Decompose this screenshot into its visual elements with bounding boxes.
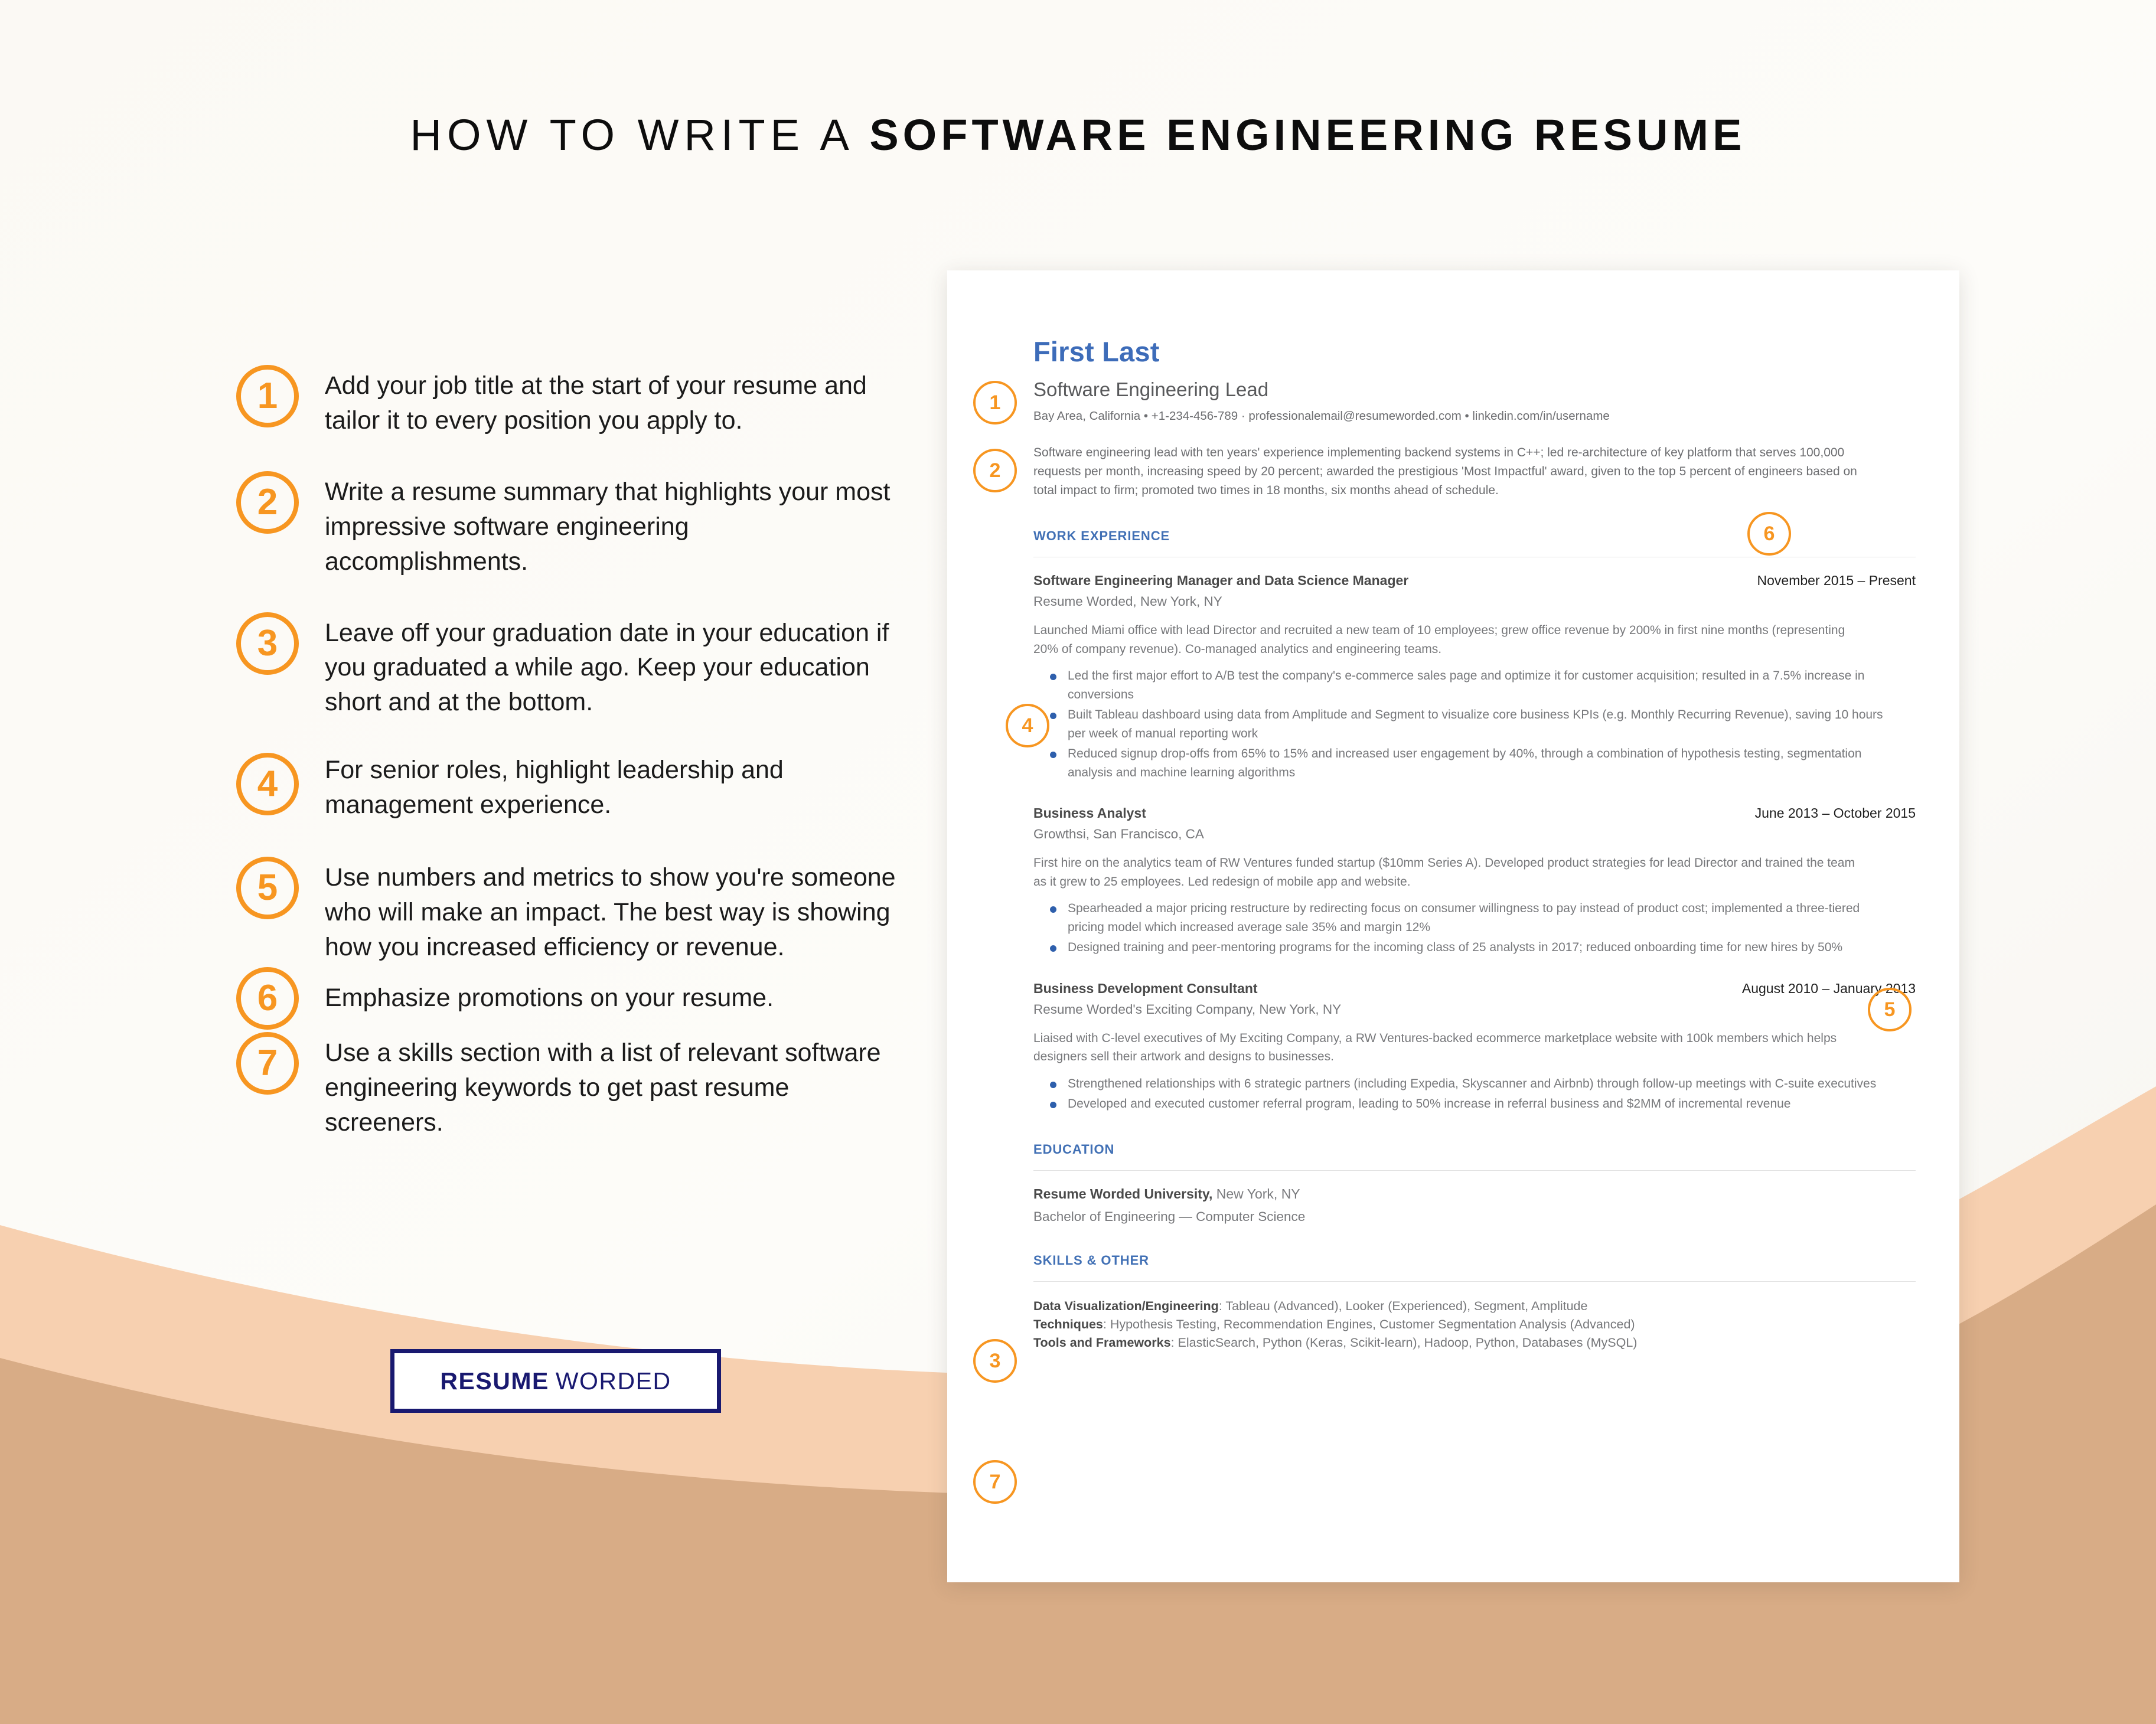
resume-job-title: Software Engineering Lead [1033, 378, 1269, 400]
callout-badge-3: 3 [973, 1339, 1017, 1383]
tip-badge-2: 2 [236, 471, 299, 534]
bullet-item: Led the first major effort to A/B test t… [1033, 667, 1888, 704]
work-entry-1-header: Software Engineering Manager and Data Sc… [1033, 573, 1916, 589]
tip-text-3: Leave off your graduation date in your e… [325, 618, 889, 717]
work-entry-1: Software Engineering Manager and Data Sc… [1033, 573, 1916, 782]
resume-preview-card: First Last Software Engineering Lead Bay… [947, 270, 1959, 1582]
work-entry-2: Business Analyst June 2013 – October 201… [1033, 805, 1916, 957]
callout-badge-5: 5 [1868, 988, 1912, 1031]
page-title: HOW TO WRITE A SOFTWARE ENGINEERING RESU… [0, 110, 2156, 160]
skill-value-2: : Hypothesis Testing, Recommendation Eng… [1103, 1317, 1635, 1332]
tip-text-1: Add your job title at the start of your … [325, 371, 867, 435]
tip-text-5: Use numbers and metrics to show you're s… [325, 863, 896, 961]
education-school-location: New York, NY [1212, 1186, 1300, 1201]
work-entry-3-company: Resume Worded's Exciting Company, New Yo… [1033, 1001, 1342, 1017]
work-entry-3-bullets: Strengthened relationships with 6 strate… [1033, 1075, 1916, 1114]
tip-badge-1: 1 [236, 365, 299, 427]
skill-row-3: Tools and Frameworks: ElasticSearch, Pyt… [1033, 1334, 1916, 1352]
tip-item-4: 4 For senior roles, highlight leadership… [236, 753, 898, 822]
work-entry-1-company: Resume Worded, New York, NY [1033, 594, 1222, 609]
work-entry-2-description: First hire on the analytics team of RW V… [1033, 856, 1855, 889]
page-title-light: HOW TO WRITE A [410, 110, 870, 159]
resume-contact-line: Bay Area, California • +1-234-456-789 · … [1033, 409, 1610, 423]
tip-badge-3: 3 [236, 612, 299, 675]
callout-badge-2: 2 [973, 449, 1017, 492]
section-heading-skills: SKILLS & OTHER [1033, 1252, 1149, 1268]
bullet-item: Developed and executed customer referral… [1033, 1095, 1888, 1114]
education-school-name: Resume Worded University, [1033, 1186, 1213, 1201]
section-heading-work-experience: WORK EXPERIENCE [1033, 528, 1170, 544]
tip-badge-4: 4 [236, 753, 299, 816]
resume-worded-logo[interactable]: RESUME WORDED [390, 1349, 721, 1413]
section-divider-education [1033, 1170, 1916, 1171]
work-entry-1-bullets: Led the first major effort to A/B test t… [1033, 667, 1916, 782]
bullet-item: Reduced signup drop-offs from 65% to 15%… [1033, 745, 1888, 782]
tip-badge-7: 7 [236, 1031, 299, 1095]
bullet-item: Designed training and peer-mentoring pro… [1033, 938, 1888, 957]
callout-badge-6: 6 [1747, 512, 1791, 556]
skill-label-1: Data Visualization/Engineering [1033, 1298, 1219, 1313]
bullet-item: Built Tableau dashboard using data from … [1033, 706, 1888, 743]
section-heading-education: EDUCATION [1033, 1141, 1115, 1157]
tip-text-7: Use a skills section with a list of rele… [325, 1038, 881, 1137]
tip-item-5: 5 Use numbers and metrics to show you're… [236, 857, 898, 965]
callout-badge-7: 7 [973, 1460, 1017, 1504]
skill-value-1: : Tableau (Advanced), Looker (Experience… [1218, 1298, 1588, 1313]
work-entry-2-title: Business Analyst [1033, 805, 1146, 821]
callout-badge-1: 1 [973, 381, 1017, 425]
work-entry-3: Business Development Consultant August 2… [1033, 981, 1916, 1114]
work-entry-3-description: Liaised with C-level executives of My Ex… [1033, 1031, 1837, 1064]
tip-badge-5: 5 [236, 857, 299, 920]
tip-item-7: 7 Use a skills section with a list of re… [236, 1031, 898, 1140]
work-entry-3-header: Business Development Consultant August 2… [1033, 981, 1916, 997]
work-entry-2-company: Growthsi, San Francisco, CA [1033, 827, 1204, 842]
skill-label-2: Techniques [1033, 1317, 1103, 1332]
education-school: Resume Worded University, New York, NY [1033, 1186, 1916, 1202]
work-entry-2-header: Business Analyst June 2013 – October 201… [1033, 805, 1916, 821]
callout-badge-4: 4 [1006, 704, 1049, 747]
skill-label-3: Tools and Frameworks [1033, 1336, 1171, 1350]
work-entry-1-description: Launched Miami office with lead Director… [1033, 623, 1845, 656]
tip-text-2: Write a resume summary that highlights y… [325, 477, 891, 576]
skill-value-3: : ElasticSearch, Python (Keras, Scikit-l… [1170, 1336, 1638, 1350]
skill-row-2: Techniques: Hypothesis Testing, Recommen… [1033, 1315, 1916, 1334]
tip-item-1: 1 Add your job title at the start of you… [236, 365, 898, 438]
tip-text-4: For senior roles, highlight leadership a… [325, 756, 784, 819]
tip-item-3: 3 Leave off your graduation date in your… [236, 612, 898, 720]
work-entry-2-bullets: Spearheaded a major pricing restructure … [1033, 899, 1916, 957]
tip-item-6: 6 Emphasize promotions on your resume. [236, 967, 898, 1030]
wave-dark [0, 1204, 2156, 1724]
tip-item-2: 2 Write a resume summary that highlights… [236, 471, 898, 579]
page-title-bold: SOFTWARE ENGINEERING RESUME [869, 110, 1746, 159]
work-entry-1-date: November 2015 – Present [1757, 573, 1916, 589]
education-degree: Bachelor of Engineering — Computer Scien… [1033, 1209, 1306, 1224]
logo-text-bold: RESUME [440, 1367, 549, 1395]
section-divider-skills [1033, 1281, 1916, 1282]
tip-badge-6: 6 [236, 967, 299, 1030]
work-entry-1-title: Software Engineering Manager and Data Sc… [1033, 573, 1409, 589]
work-entry-2-date: June 2013 – October 2015 [1754, 805, 1916, 821]
skill-row-1: Data Visualization/Engineering: Tableau … [1033, 1297, 1916, 1315]
resume-name: First Last [1033, 336, 1160, 367]
logo-text-light: WORDED [555, 1367, 671, 1395]
resume-summary: Software engineering lead with ten years… [1033, 446, 1857, 498]
bullet-item: Strengthened relationships with 6 strate… [1033, 1075, 1888, 1093]
bullet-item: Spearheaded a major pricing restructure … [1033, 899, 1888, 936]
tip-text-6: Emphasize promotions on your resume. [325, 984, 774, 1013]
work-entry-3-title: Business Development Consultant [1033, 980, 1258, 996]
tips-list: 1 Add your job title at the start of you… [236, 365, 898, 1142]
